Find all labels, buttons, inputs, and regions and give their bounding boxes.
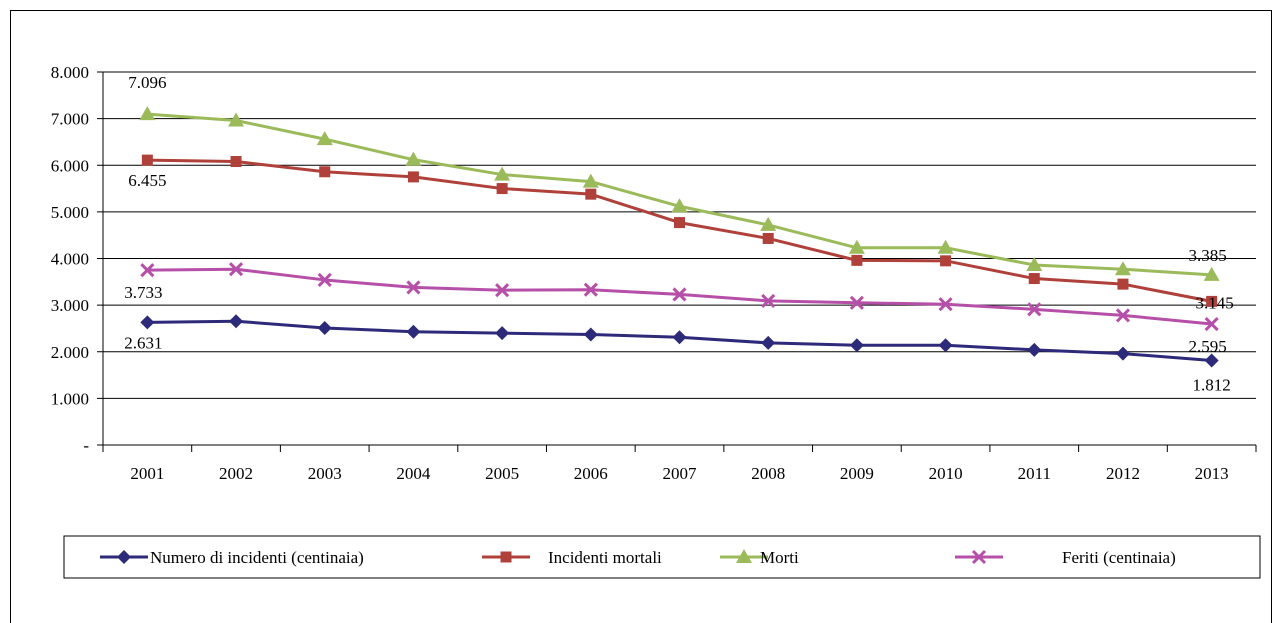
data-point — [405, 151, 422, 166]
y-tick-label: 2.000 — [51, 343, 89, 362]
data-point — [140, 315, 155, 330]
x-tick-label: 2001 — [130, 464, 164, 483]
data-point — [849, 338, 864, 353]
data-point — [494, 166, 511, 181]
data-point — [406, 280, 421, 295]
data-point — [1027, 342, 1042, 357]
data-point — [938, 297, 953, 312]
chart-frame — [10, 10, 1272, 623]
x-tick-label: 2007 — [663, 464, 698, 483]
data-point — [761, 335, 776, 350]
data-point — [1117, 278, 1129, 290]
data-point — [1115, 346, 1130, 361]
data-point — [937, 239, 954, 254]
data-point — [760, 216, 777, 231]
data-label: 3.145 — [1196, 293, 1234, 312]
data-point — [228, 262, 244, 277]
data-point — [317, 320, 332, 335]
x-tick-label: 2006 — [574, 464, 608, 483]
data-point — [1204, 353, 1219, 368]
data-point — [495, 283, 510, 298]
data-point — [583, 282, 598, 297]
x-tick-label: 2003 — [308, 464, 342, 483]
y-tick-label: 5.000 — [51, 203, 89, 222]
x-tick-label: 2010 — [929, 464, 963, 483]
x-tick-label: 2009 — [840, 464, 874, 483]
data-point — [317, 272, 332, 288]
data-label: 2.631 — [124, 333, 162, 352]
data-point — [230, 156, 242, 168]
data-point — [1028, 273, 1040, 285]
data-point — [1203, 266, 1220, 281]
data-point — [1204, 316, 1219, 332]
x-tick-label: 2005 — [485, 464, 519, 483]
data-point — [851, 254, 863, 266]
data-point — [495, 326, 510, 341]
data-point — [938, 338, 953, 353]
series-line — [147, 158, 1212, 303]
y-tick-label: 7.000 — [51, 110, 89, 129]
data-point — [585, 188, 597, 200]
data-point — [672, 287, 687, 302]
data-point — [1027, 302, 1042, 317]
data-point — [1115, 308, 1131, 323]
data-point — [761, 293, 776, 308]
data-point — [319, 166, 331, 178]
series-line — [147, 112, 1212, 277]
legend — [63, 535, 1261, 579]
legend-label: Feriti (centinaia) — [1062, 548, 1176, 567]
data-point — [496, 183, 508, 195]
data-point — [141, 154, 153, 166]
data-label: 3.733 — [124, 283, 162, 302]
data-point — [848, 239, 865, 254]
data-point — [940, 255, 952, 267]
legend-marker — [500, 551, 512, 563]
y-tick-label: 4.000 — [51, 250, 89, 269]
data-point — [140, 263, 155, 278]
data-point — [582, 173, 599, 188]
x-tick-label: 2002 — [219, 464, 253, 483]
data-point — [671, 198, 688, 213]
data-point — [1026, 257, 1043, 272]
data-point — [849, 295, 864, 310]
y-tick-label: 6.000 — [51, 156, 89, 175]
legend-label: Incidenti mortali — [548, 548, 662, 567]
legend-label: Numero di incidenti (centinaia) — [150, 548, 364, 567]
y-tick-label: 8.000 — [51, 63, 89, 82]
legend-marker — [971, 549, 987, 565]
data-point — [1114, 261, 1131, 276]
data-label: 6.455 — [128, 171, 166, 190]
y-tick-label: 3.000 — [51, 296, 89, 315]
data-point — [406, 324, 421, 339]
data-point — [672, 330, 687, 345]
y-tick-label: 1.000 — [51, 389, 89, 408]
data-point — [229, 314, 244, 329]
data-point — [674, 217, 685, 229]
data-point — [407, 171, 419, 183]
legend-marker — [117, 550, 131, 564]
data-point — [762, 232, 774, 244]
data-point — [583, 327, 598, 342]
legend-label: Morti — [760, 548, 799, 567]
data-point — [228, 112, 245, 127]
x-tick-label: 2008 — [751, 464, 785, 483]
data-label: 2.595 — [1189, 337, 1227, 356]
y-tick-label: - — [83, 436, 89, 455]
x-tick-label: 2013 — [1195, 464, 1229, 483]
legend-marker — [736, 549, 752, 563]
data-label: 1.812 — [1193, 376, 1231, 395]
data-point — [1206, 295, 1218, 307]
data-label: 3.385 — [1189, 246, 1227, 265]
data-point — [139, 106, 156, 121]
x-tick-label: 2011 — [1018, 464, 1051, 483]
x-tick-label: 2004 — [396, 464, 431, 483]
data-point — [316, 131, 333, 146]
data-label: 7.096 — [128, 73, 166, 92]
series-line — [147, 267, 1212, 326]
x-tick-label: 2012 — [1106, 464, 1140, 483]
